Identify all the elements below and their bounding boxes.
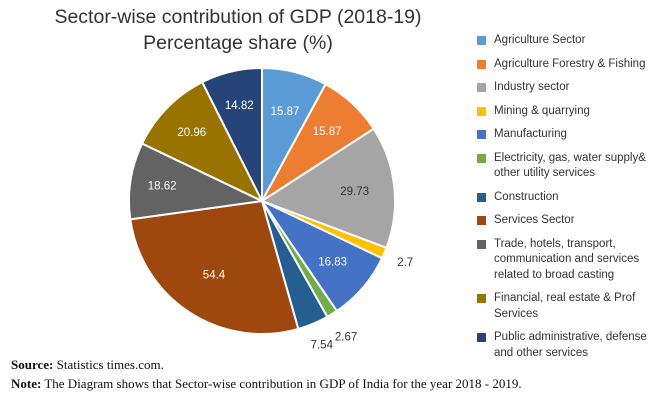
legend-label-5: Manufacturing	[494, 128, 567, 140]
legend-label-4: Mining & quarrying	[494, 104, 590, 117]
pie-slice-10	[140, 80, 265, 204]
slice-data-label-8: 54.4	[203, 270, 226, 282]
slice-data-label-2: 15.87	[313, 126, 342, 138]
source-label: Source:	[11, 357, 54, 372]
slice-data-label-3: 29.73	[340, 186, 369, 198]
chart-title: Sector-wise contribution of GDP (2018-19…	[54, 6, 422, 28]
legend-item-2: Agriculture Forestry & Fishing	[477, 57, 662, 73]
slice-data-label-4: 2.7	[397, 257, 413, 269]
figure-notes: Source: Statistics times.com. Note: The …	[11, 355, 661, 393]
legend-label-6: Electricity, gas, water supply& other ut…	[494, 151, 646, 180]
legend-swatch-3	[477, 83, 486, 92]
legend-item-4: Mining & quarrying	[477, 104, 662, 120]
legend-item-10: Financial, real estate & Prof Services	[477, 291, 662, 322]
legend-swatch-10	[477, 294, 486, 303]
source-line: Source: Statistics times.com.	[11, 355, 661, 374]
legend-item-5: Manufacturing	[477, 127, 662, 143]
legend-swatch-4	[477, 106, 486, 116]
legend-swatch-7	[477, 192, 486, 202]
pie-slice-8	[129, 199, 300, 335]
note-text: The Diagram shows that Sector-wise contr…	[41, 376, 522, 391]
note-label: Note:	[11, 376, 42, 391]
legend-label-2: Agriculture Forestry & Fishing	[494, 57, 646, 70]
legend-item-1: Agriculture Sector	[477, 33, 662, 49]
slice-data-label-11: 14.82	[225, 100, 254, 112]
legend-item-7: Construction	[477, 190, 662, 206]
slice-data-label-7: 7.54	[311, 340, 334, 350]
legend-swatch-11	[477, 333, 486, 342]
slice-data-label-10: 20.96	[177, 127, 206, 139]
pie-chart: 15.87 15.87 29.73 2.7 16.83 2.677.54 54.4 18.62…	[128, 66, 413, 350]
legend-item-11: Public administrative, defense and other…	[477, 330, 662, 361]
chart-legend: Agriculture Sector Agriculture Forestry &…	[477, 33, 662, 369]
legend-label-10: Financial, real estate & Prof Services	[494, 292, 636, 320]
legend-label-11: Public administrative, defense and other…	[494, 331, 647, 359]
source-text: Statistics times.com.	[53, 357, 164, 372]
legend-swatch-1	[477, 36, 486, 45]
legend-label-8: Services Sector	[494, 214, 575, 226]
legend-swatch-8	[477, 216, 486, 225]
legend-item-9: Trade, hotels, transport, communication …	[477, 237, 662, 284]
legend-label-1: Agriculture Sector	[494, 34, 586, 46]
legend-label-3: Industry sector	[494, 81, 570, 93]
pie-slice-3	[259, 127, 396, 250]
legend-item-8: Services Sector	[477, 213, 662, 229]
pie-slice-11	[200, 66, 263, 202]
legend-swatch-2	[477, 59, 486, 69]
legend-swatch-5	[477, 130, 486, 139]
slice-data-label-1: 15.87	[271, 106, 300, 118]
slice-data-label-6: 2.67	[335, 332, 357, 344]
legend-item-3: Industry sector	[477, 80, 662, 96]
chart-title-block: Sector-wise contribution of GDP (2018-19…	[48, 4, 428, 56]
legend-label-7: Construction	[494, 190, 559, 203]
legend-swatch-9	[477, 239, 486, 249]
legend-item-6: Electricity, gas, water supply& other ut…	[477, 151, 662, 182]
pie-slice-9	[128, 142, 266, 221]
slice-data-label-5: 16.83	[318, 257, 347, 269]
legend-swatch-6	[477, 153, 486, 163]
legend-label-9: Trade, hotels, transport, communication …	[494, 237, 640, 281]
slice-data-label-9: 18.62	[148, 181, 177, 193]
chart-subtitle: Percentage share (%)	[143, 32, 333, 54]
note-line: Note: The Diagram shows that Sector-wise…	[11, 374, 661, 393]
